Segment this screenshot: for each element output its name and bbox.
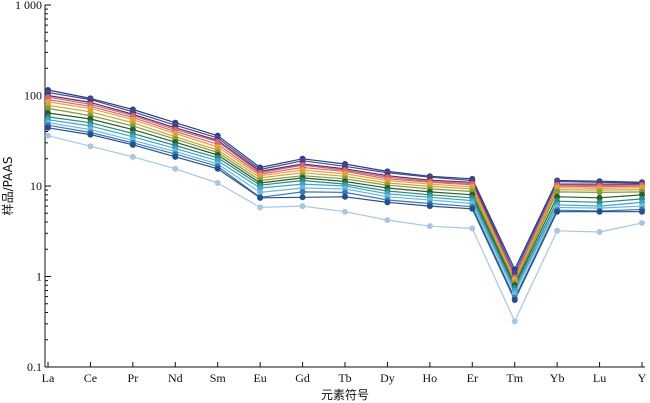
series-15-point-lu [596,229,603,236]
x-tick-label-tb: Tb [338,371,351,385]
series-lines [47,89,643,322]
series-14-point-yb [554,208,561,215]
x-tick-label-y: Y [638,371,647,385]
series-8-point-la [45,105,51,112]
x-tick-label-ce: Ce [84,371,97,385]
series-9-point-lu [596,194,603,201]
series-13-point-gd [299,188,306,195]
series-15-point-nd [172,165,179,172]
series-15-point-ho [426,223,433,230]
series-14-point-sm [214,165,221,172]
series-11-point-eu [257,185,264,192]
x-tick-label-yb: Yb [550,371,565,385]
series-15-point-eu [257,204,264,211]
series-15-point-y [639,220,645,227]
series-15-point-dy [384,217,391,224]
x-tick-label-dy: Dy [380,371,395,385]
series-8-point-yb [554,188,561,195]
y-axis-title: 样品/PAAS [0,157,15,216]
x-tick-label-tm: Tm [506,371,523,385]
series-14-point-y [639,208,645,215]
x-ticks: La Ce Pr Nd Sm Eu Gd Tb Dy Ho Er Tm Yb Lu Y [42,362,647,385]
series-12-point-tm [511,290,518,297]
series-9-point-yb [554,193,561,200]
series-14-point-gd [299,194,306,201]
series-14-point-lu [596,208,603,215]
series-15-point-sm [214,179,221,186]
y-ticks: 0.1 1 10 100 1 000 [15,0,51,374]
series-15-point-er [469,225,476,232]
x-tick-label-sm: Sm [210,371,227,385]
x-tick-label-ho: Ho [423,371,438,385]
y-tick-label: 10 [30,179,42,193]
series-14-point-dy [384,199,391,206]
x-tick-label-la: La [42,371,55,385]
series-14-point-nd [172,153,179,160]
x-tick-label-gd: Gd [295,371,310,385]
y-tick-label: 100 [24,89,42,103]
x-tick-label-er: Er [467,371,478,385]
y-tick-label: 1 [36,270,42,284]
series-14-point-ho [426,203,433,210]
x-tick-label-pr: Pr [128,371,139,385]
series-points [45,87,645,325]
y-tick-label: 1 000 [15,0,42,12]
series-8-point-lu [596,189,603,196]
series-14-point-tb [342,193,348,200]
series-15-point-tb [342,208,348,215]
x-tick-label-eu: Eu [253,371,266,385]
series-13-point-tb [342,189,348,196]
series-15-point-yb [554,227,561,234]
x-axis-title: 元素符号 [321,387,369,402]
series-12-point-eu [257,189,264,196]
series-15-point-pr [129,153,136,160]
series-15-point-la [45,132,51,139]
series-15-point-ce [87,143,94,150]
series-14-point-tm [511,296,518,303]
series-14-point-pr [129,141,136,148]
x-tick-label-nd: Nd [168,371,183,385]
series-14-point-ce [87,131,94,138]
x-tick-label-lu: Lu [593,371,606,385]
series-15-point-gd [299,203,306,210]
series-14-point-er [469,205,476,212]
y-tick-label: 0.1 [27,360,42,374]
series-9-point-y [639,191,645,198]
series-line-12 [47,122,643,294]
series-14-point-la [45,124,51,131]
series-15-point-tm [511,318,518,325]
series-14-point-eu [257,194,264,201]
